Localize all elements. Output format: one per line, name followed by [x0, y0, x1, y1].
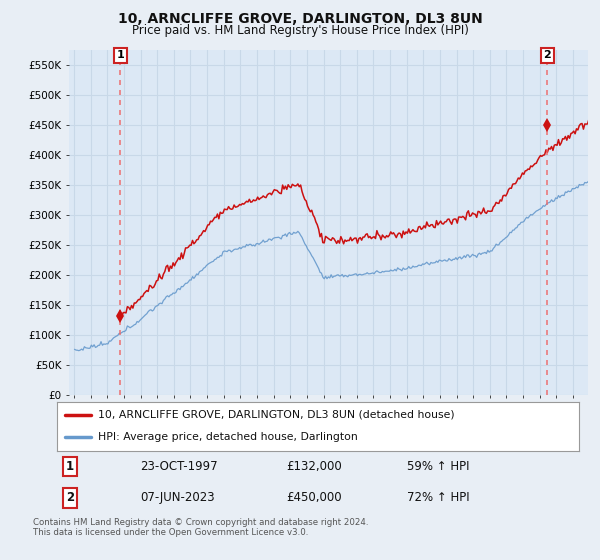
- Text: HPI: Average price, detached house, Darlington: HPI: Average price, detached house, Darl…: [98, 432, 358, 442]
- Text: 72% ↑ HPI: 72% ↑ HPI: [407, 491, 469, 504]
- Text: £132,000: £132,000: [287, 460, 343, 473]
- Text: Contains HM Land Registry data © Crown copyright and database right 2024.
This d: Contains HM Land Registry data © Crown c…: [33, 518, 368, 538]
- Text: 2: 2: [66, 491, 74, 504]
- Text: 1: 1: [66, 460, 74, 473]
- Text: £450,000: £450,000: [287, 491, 343, 504]
- Text: 10, ARNCLIFFE GROVE, DARLINGTON, DL3 8UN: 10, ARNCLIFFE GROVE, DARLINGTON, DL3 8UN: [118, 12, 482, 26]
- Text: 59% ↑ HPI: 59% ↑ HPI: [407, 460, 469, 473]
- Text: 10, ARNCLIFFE GROVE, DARLINGTON, DL3 8UN (detached house): 10, ARNCLIFFE GROVE, DARLINGTON, DL3 8UN…: [98, 410, 454, 420]
- Text: 2: 2: [544, 50, 551, 60]
- Text: 1: 1: [116, 50, 124, 60]
- Text: 23-OCT-1997: 23-OCT-1997: [140, 460, 218, 473]
- Text: Price paid vs. HM Land Registry's House Price Index (HPI): Price paid vs. HM Land Registry's House …: [131, 24, 469, 36]
- Text: 07-JUN-2023: 07-JUN-2023: [140, 491, 215, 504]
